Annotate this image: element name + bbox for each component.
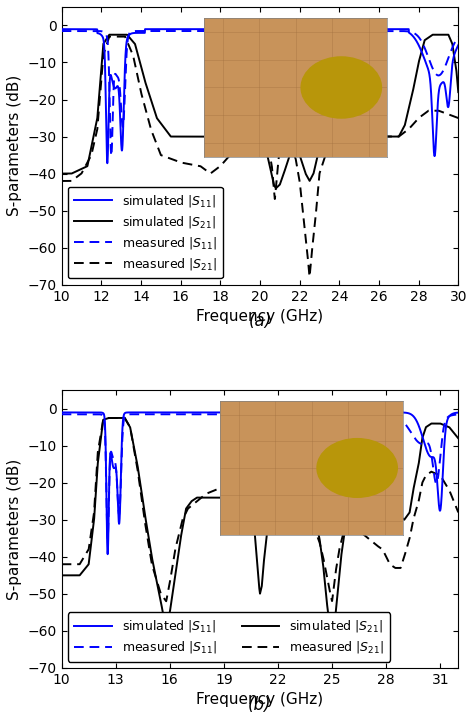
Text: (a): (a) bbox=[248, 312, 272, 330]
X-axis label: Frequency (GHz): Frequency (GHz) bbox=[196, 309, 324, 324]
Text: (b): (b) bbox=[248, 696, 272, 714]
Legend: simulated $|S_{11}|$, measured $|S_{11}|$, simulated $|S_{21}|$, measured $|S_{2: simulated $|S_{11}|$, measured $|S_{11}|… bbox=[68, 612, 390, 662]
Y-axis label: S-parameters (dB): S-parameters (dB) bbox=[7, 75, 22, 216]
Legend: simulated $|S_{11}|$, simulated $|S_{21}|$, measured $|S_{11}|$, measured $|S_{2: simulated $|S_{11}|$, simulated $|S_{21}… bbox=[68, 187, 223, 279]
Y-axis label: S-parameters (dB): S-parameters (dB) bbox=[7, 458, 22, 600]
X-axis label: Frequency (GHz): Frequency (GHz) bbox=[196, 692, 324, 707]
